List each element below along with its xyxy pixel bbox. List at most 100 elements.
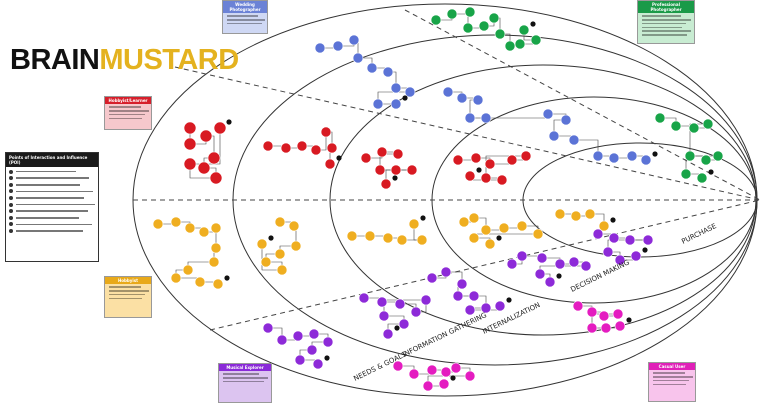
divider-top bbox=[404, 9, 761, 201]
persona-card: Wedding Photographer bbox=[222, 0, 268, 34]
flow-cluster bbox=[554, 208, 616, 232]
persona-detail-line bbox=[109, 106, 142, 108]
legend-line bbox=[16, 170, 76, 173]
flow-node bbox=[614, 320, 626, 332]
persona-name: Hobbyist/Learner bbox=[105, 97, 151, 104]
persona-detail-line bbox=[109, 109, 150, 112]
flow-node bbox=[194, 276, 206, 288]
flow-node bbox=[470, 152, 482, 164]
flow-cluster bbox=[430, 6, 542, 52]
flow-node bbox=[480, 172, 492, 184]
flow-node bbox=[324, 158, 336, 170]
tag-badge bbox=[556, 273, 562, 279]
flow-node bbox=[274, 248, 286, 260]
flow-cluster bbox=[392, 360, 476, 392]
flow-cluster bbox=[654, 112, 724, 184]
tag-badge bbox=[626, 317, 632, 323]
flow-node bbox=[688, 122, 700, 134]
flow-node bbox=[378, 310, 390, 322]
flow-node bbox=[152, 218, 164, 230]
flow-node bbox=[452, 154, 464, 166]
flow-node bbox=[440, 366, 452, 378]
flow-node bbox=[608, 232, 620, 244]
persona-detail-line bbox=[227, 18, 266, 21]
legend-line bbox=[16, 216, 79, 219]
flow-node bbox=[462, 22, 474, 34]
flow-node bbox=[602, 246, 614, 258]
flow-node bbox=[560, 114, 572, 126]
persona-detail-line bbox=[653, 375, 694, 378]
tag-badge bbox=[226, 119, 232, 125]
flow-node bbox=[260, 256, 272, 268]
divider-upper bbox=[174, 66, 761, 201]
flow-node bbox=[210, 222, 222, 234]
persona-detail-line bbox=[227, 15, 258, 17]
legend-line bbox=[16, 230, 83, 232]
flow-node bbox=[584, 208, 596, 220]
flow-node bbox=[288, 220, 300, 232]
flow-node bbox=[464, 6, 476, 18]
legend-row bbox=[9, 209, 95, 214]
flow-node bbox=[580, 260, 592, 272]
flow-node bbox=[207, 151, 221, 165]
flow-node bbox=[598, 310, 610, 322]
flow-node bbox=[210, 242, 222, 254]
flow-node bbox=[700, 154, 712, 166]
flow-node bbox=[480, 224, 492, 236]
tag-badge bbox=[642, 247, 648, 253]
flow-node bbox=[624, 234, 636, 246]
flow-node bbox=[213, 121, 227, 135]
flow-node bbox=[274, 216, 286, 228]
legend-line bbox=[16, 210, 88, 212]
bullet-icon bbox=[9, 222, 13, 227]
flow-node bbox=[554, 208, 566, 220]
flow-node bbox=[360, 152, 372, 164]
flow-node bbox=[518, 24, 530, 36]
flow-node bbox=[496, 174, 508, 186]
flow-node bbox=[276, 264, 288, 276]
legend-row bbox=[9, 202, 95, 207]
persona-card: Musical Explorer bbox=[218, 363, 272, 403]
flow-node bbox=[684, 150, 696, 162]
flow-node bbox=[170, 272, 182, 284]
flow-node bbox=[542, 108, 554, 120]
flow-cluster bbox=[592, 228, 654, 266]
flow-node bbox=[346, 230, 358, 242]
flow-node bbox=[390, 164, 402, 176]
flow-node bbox=[464, 304, 476, 316]
flow-node bbox=[440, 266, 452, 278]
flow-node bbox=[592, 228, 604, 240]
persona-detail-line bbox=[642, 30, 692, 32]
flow-node bbox=[516, 250, 528, 262]
flow-node bbox=[600, 322, 612, 334]
flow-node bbox=[608, 152, 620, 164]
legend-line bbox=[16, 197, 84, 199]
tag-badge bbox=[610, 217, 616, 223]
tag-badge bbox=[652, 151, 658, 157]
legend-row bbox=[9, 182, 95, 187]
legend-row bbox=[9, 169, 95, 174]
legend-row bbox=[9, 195, 95, 200]
flow-node bbox=[520, 150, 532, 162]
flow-node bbox=[308, 328, 320, 340]
bullet-icon bbox=[9, 182, 13, 187]
flow-node bbox=[183, 121, 197, 135]
flow-node bbox=[209, 171, 223, 185]
flow-node bbox=[390, 82, 402, 94]
flow-cluster bbox=[262, 126, 342, 170]
flow-node bbox=[586, 306, 598, 318]
flow-node bbox=[376, 296, 388, 308]
flow-node bbox=[504, 40, 516, 52]
legend-row bbox=[9, 189, 95, 194]
legend-line bbox=[16, 203, 95, 206]
flow-node bbox=[326, 142, 338, 154]
persona-detail-line bbox=[109, 286, 142, 288]
flow-node bbox=[208, 256, 220, 268]
flow-cluster bbox=[314, 34, 416, 110]
flow-node bbox=[199, 129, 213, 143]
flow-node bbox=[630, 250, 642, 262]
flow-node bbox=[430, 14, 442, 26]
flow-node bbox=[464, 112, 476, 124]
persona-detail-line bbox=[227, 22, 262, 25]
flow-node bbox=[364, 230, 376, 242]
